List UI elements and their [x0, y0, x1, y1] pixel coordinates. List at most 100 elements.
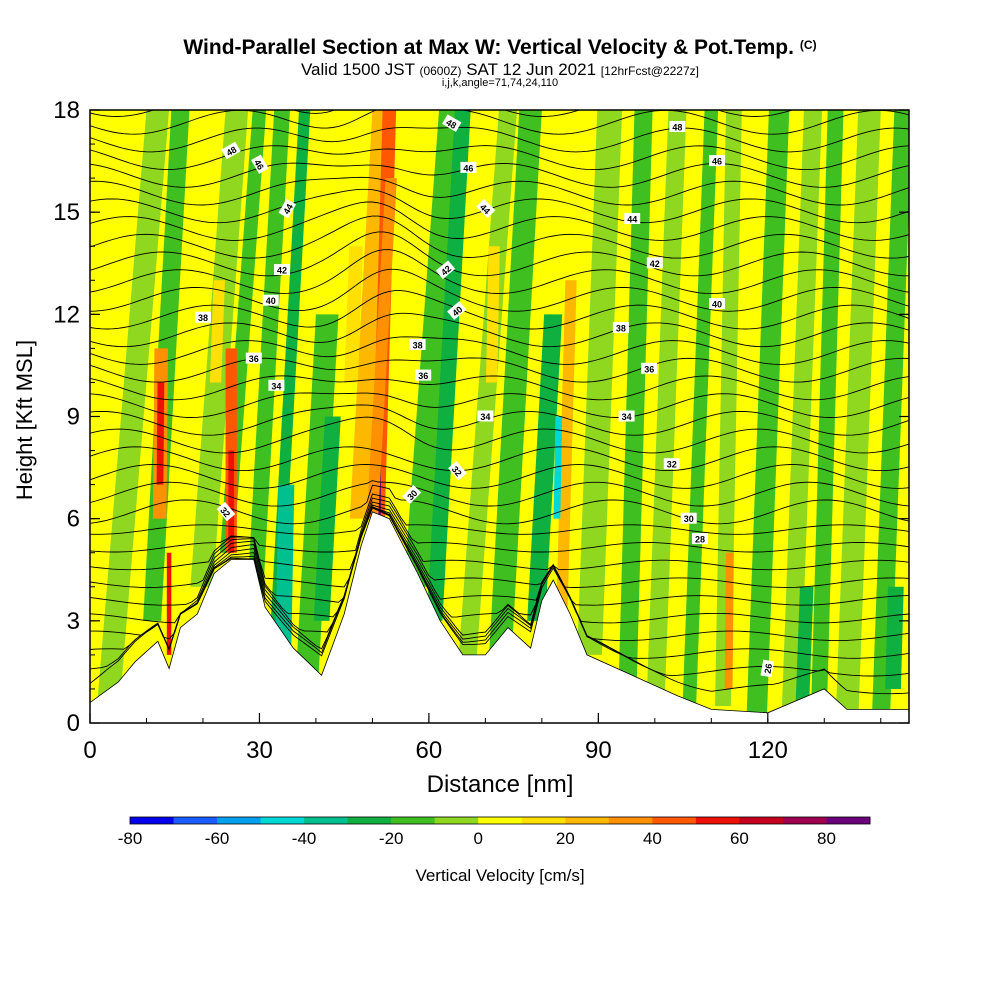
theta-label-bg	[692, 533, 708, 545]
theta-label: 28	[692, 533, 708, 545]
colorbar-swatch	[565, 817, 610, 824]
theta-label-bg	[262, 294, 279, 306]
velocity-streak	[244, 110, 290, 655]
y-axis-label: Height [Kft MSL]	[12, 340, 37, 500]
colorbar-swatch	[521, 817, 566, 824]
theta-label: 36	[415, 369, 432, 381]
y-tick-label: 3	[67, 608, 80, 635]
copyright-mark: (C)	[799, 38, 817, 52]
y-tick-label: 12	[53, 301, 80, 328]
theta-label-text: 32	[218, 505, 232, 519]
theta-contour-line	[90, 110, 909, 135]
theta-contour-line	[90, 404, 909, 436]
theta-label-text: 46	[252, 158, 266, 172]
velocity-streak	[715, 110, 742, 706]
velocity-streak	[702, 586, 710, 706]
colorbar-frame	[129, 816, 871, 825]
colorbar-swatch	[391, 817, 436, 824]
colorbar-swatch	[652, 817, 697, 824]
velocity-streak	[618, 110, 653, 689]
theta-label-text: 40	[266, 296, 276, 306]
x-tick-label: 60	[416, 737, 443, 764]
colorbar-swatch	[130, 817, 174, 824]
theta-label-bg	[278, 198, 297, 219]
theta-contour-line	[90, 497, 909, 553]
theta-contour-line	[90, 312, 909, 348]
theta-label-text: 36	[249, 354, 259, 364]
colorbar-swatch	[826, 817, 871, 824]
colorbar: -80 -60 -40 -20 0 20 40 60 80	[118, 816, 871, 848]
colorbar-swatch	[695, 817, 740, 824]
theta-contour-line	[90, 215, 909, 259]
theta-label: 40	[709, 298, 725, 310]
velocity-streak	[885, 586, 904, 689]
theta-label-text: 38	[198, 313, 208, 323]
y-tick-label: 9	[67, 404, 80, 431]
theta-contour-line	[90, 357, 909, 383]
y-tick-label: 15	[53, 199, 80, 226]
theta-label: 42	[274, 264, 290, 276]
velocity-streak	[95, 110, 170, 723]
theta-label-text: 34	[480, 412, 490, 422]
section-indices: i,j,k,angle=71,74,24,110	[0, 77, 1000, 89]
theta-label-text: 34	[271, 381, 281, 391]
y-tick-label: 0	[67, 710, 80, 737]
theta-label-text: 36	[644, 364, 654, 374]
theta-label-text: 44	[627, 215, 637, 225]
theta-label-text: 42	[277, 266, 287, 276]
theta-contour-line	[90, 506, 909, 695]
velocity-streak	[577, 110, 623, 655]
valid-date: SAT 12 Jun 2021	[466, 60, 597, 79]
theta-contour-line	[90, 464, 909, 489]
theta-contour-line	[90, 201, 909, 241]
theta-label-bg	[476, 198, 496, 218]
theta-contour-line	[90, 249, 909, 295]
theta-contour-line	[90, 126, 909, 153]
theta-label: 36	[245, 352, 262, 364]
y-tick-label: 18	[53, 97, 80, 124]
theta-label: 32	[663, 458, 680, 470]
colorbar-swatch	[478, 817, 523, 824]
velocity-streak	[486, 246, 500, 383]
colorbar-tick-label: 40	[643, 829, 662, 848]
velocity-streak	[527, 314, 563, 621]
theta-label: 34	[618, 410, 635, 422]
velocity-streak	[811, 110, 844, 713]
theta-label-bg	[442, 114, 462, 132]
theta-label: 34	[268, 379, 285, 391]
theta-label-text: 36	[418, 371, 428, 381]
velocity-streak	[166, 552, 172, 655]
velocity-streak	[674, 586, 682, 706]
theta-label: 32	[216, 501, 236, 522]
theta-label: 40	[447, 301, 467, 320]
theta-label-bg	[477, 410, 494, 422]
theta-contour-line	[90, 231, 909, 277]
velocity-streak	[781, 110, 823, 713]
colorbar-swatch	[739, 817, 784, 824]
theta-label-bg	[447, 301, 467, 320]
theta-label-text: 34	[622, 412, 632, 422]
theta-label-bg	[646, 257, 663, 269]
theta-label-bg	[612, 322, 629, 333]
theta-label-text: 40	[450, 304, 464, 318]
chart-title-text: Wind-Parallel Section at Max W: Vertical…	[183, 36, 794, 59]
theta-label: 38	[195, 311, 211, 323]
theta-label-bg	[460, 161, 477, 173]
valid-time-line: Valid 1500 JST (0600Z) SAT 12 Jun 2021 […	[0, 60, 1000, 80]
colorbar-tick-label: 60	[730, 829, 749, 848]
terrain-profile	[90, 511, 909, 723]
velocity-streak	[489, 110, 542, 655]
theta-label: 26	[760, 659, 775, 678]
velocity-streak	[366, 178, 397, 519]
theta-label-text: 32	[450, 464, 464, 478]
theta-label-bg	[409, 339, 426, 350]
theta-label-bg	[641, 362, 658, 374]
theta-label-text: 48	[225, 144, 239, 158]
x-tick-label: 90	[585, 737, 612, 764]
colorbar-swatch	[608, 817, 653, 824]
theta-label-bg	[624, 213, 641, 224]
theta-contour-line	[90, 501, 909, 571]
colorbar-swatch	[173, 817, 218, 824]
colorbar-tick-label: -20	[379, 829, 404, 848]
